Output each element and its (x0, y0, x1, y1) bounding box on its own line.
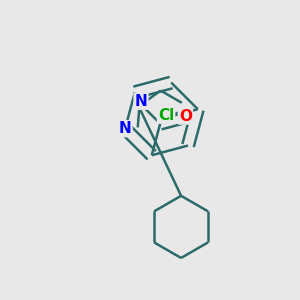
Text: N: N (119, 121, 131, 136)
Text: N: N (135, 94, 147, 109)
Text: O: O (179, 109, 192, 124)
Text: Cl: Cl (158, 108, 174, 123)
